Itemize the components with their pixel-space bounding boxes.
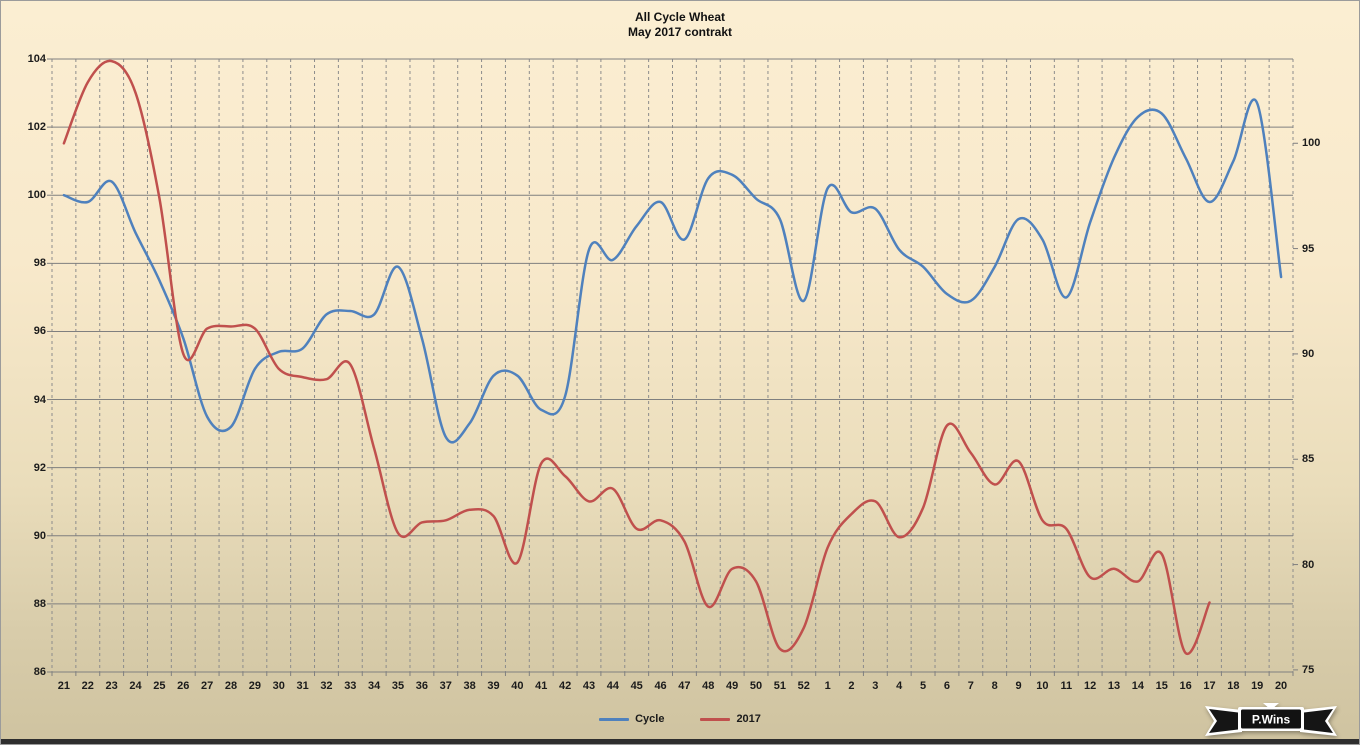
legend-item-cycle[interactable]: Cycle [599, 713, 664, 725]
x-axis-label: 17 [1203, 680, 1216, 692]
x-axis-label: 10 [1036, 680, 1049, 692]
x-axis-label: 35 [391, 680, 405, 692]
right-axis-label: 75 [1302, 663, 1315, 676]
x-axis-label: 37 [439, 680, 452, 692]
x-axis-label: 39 [487, 680, 500, 692]
left-axis-label: 90 [33, 529, 46, 542]
left-axis-label: 94 [33, 393, 46, 406]
left-axis-label: 98 [33, 257, 46, 270]
x-axis-label: 6 [943, 680, 950, 692]
legend: Cycle 2017 [1, 713, 1359, 725]
right-axis-label: 95 [1302, 242, 1315, 255]
x-axis-label: 8 [991, 680, 998, 692]
x-axis-label: 13 [1107, 680, 1121, 692]
x-axis-label: 12 [1084, 680, 1097, 692]
x-axis-label: 9 [1015, 680, 1022, 692]
left-axis-label: 96 [33, 325, 46, 338]
legend-item-2017[interactable]: 2017 [700, 713, 761, 725]
legend-label-2017: 2017 [736, 713, 761, 725]
x-axis-label: 14 [1131, 680, 1144, 692]
pwins-logo: P.Wins [1205, 701, 1337, 737]
x-axis-label: 45 [630, 680, 643, 692]
x-axis-label: 5 [920, 680, 927, 692]
x-axis-label: 50 [749, 680, 763, 692]
left-axis-label: 92 [33, 461, 46, 474]
x-axis-label: 11 [1060, 680, 1073, 692]
x-axis-label: 34 [368, 680, 381, 692]
x-axis-label: 51 [773, 680, 787, 692]
x-axis-label: 3 [872, 680, 879, 692]
x-axis-label: 38 [463, 680, 476, 692]
right-axis-label: 90 [1302, 347, 1315, 360]
legend-label-cycle: Cycle [635, 713, 665, 725]
x-axis-label: 2 [848, 680, 855, 692]
x-axis-label: 41 [535, 680, 548, 692]
x-axis-label: 43 [582, 680, 596, 692]
x-axis-label: 40 [511, 680, 524, 692]
x-axis-label: 32 [320, 680, 333, 692]
left-axis-label: 100 [27, 189, 46, 202]
x-axis-label: 31 [296, 680, 309, 692]
x-axis-label: 28 [224, 680, 238, 692]
legend-line-2017-icon [700, 717, 731, 721]
right-axis-label: 100 [1302, 137, 1321, 150]
series-line-cycle[interactable] [62, 98, 1283, 444]
left-axis-label: 102 [27, 121, 46, 134]
x-axis-label: 20 [1274, 680, 1288, 692]
pwins-logo-text: P.Wins [1252, 713, 1291, 727]
x-axis-label: 30 [272, 680, 285, 692]
x-axis-label: 46 [654, 680, 667, 692]
right-axis-label: 85 [1302, 453, 1315, 466]
series-line-2017[interactable] [62, 59, 1211, 655]
chart-title-line2: May 2017 contrakt [627, 25, 733, 39]
x-axis-label: 49 [726, 680, 739, 692]
x-axis-label: 23 [105, 680, 118, 692]
x-axis-label: 52 [797, 680, 810, 692]
x-axis-label: 21 [57, 680, 71, 692]
x-axis-label: 47 [678, 680, 691, 692]
x-axis-label: 15 [1155, 680, 1168, 692]
x-axis-label: 36 [415, 680, 429, 692]
x-axis-label: 25 [153, 680, 166, 692]
chart-title: All Cycle Wheat May 2017 contrakt [1, 10, 1359, 40]
x-axis-label: 33 [344, 680, 357, 692]
x-axis-label: 4 [896, 680, 903, 692]
legend-line-cycle-icon [599, 717, 630, 721]
right-axis-label: 80 [1302, 558, 1315, 571]
x-axis-label: 29 [248, 680, 261, 692]
x-axis-label: 26 [177, 680, 190, 692]
x-axis-label: 7 [967, 680, 974, 692]
chart-title-line1: All Cycle Wheat [634, 10, 726, 24]
window-bottom-edge [1, 739, 1359, 744]
x-axis-label: 48 [702, 680, 715, 692]
x-axis-label: 24 [129, 680, 142, 692]
x-axis-label: 27 [201, 680, 214, 692]
x-axis-label: 16 [1179, 680, 1192, 692]
x-axis-label: 44 [606, 680, 619, 692]
ribbon-banner-icon: P.Wins [1205, 703, 1337, 736]
x-axis-label: 42 [558, 680, 572, 692]
x-axis-label: 18 [1227, 680, 1240, 692]
x-axis-label: 22 [81, 680, 94, 692]
x-axis-label: 1 [824, 680, 831, 692]
x-axis-label: 19 [1251, 680, 1264, 692]
left-axis-label: 104 [27, 53, 46, 65]
left-axis-label: 88 [33, 597, 46, 610]
left-axis-label: 86 [33, 666, 46, 678]
